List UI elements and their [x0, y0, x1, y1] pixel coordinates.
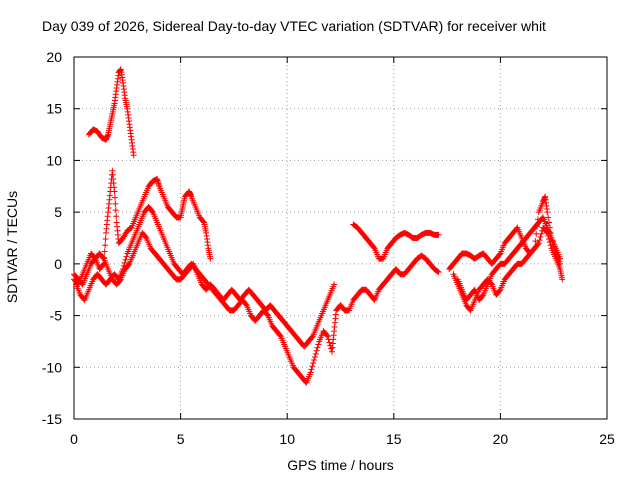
data-point [546, 219, 553, 226]
data-point [102, 236, 109, 243]
data-point [242, 301, 249, 308]
data-point [331, 281, 338, 288]
x-tick-label: 5 [177, 431, 185, 447]
data-point [149, 208, 156, 215]
data-point [323, 332, 330, 339]
data-point [123, 253, 130, 260]
y-tick-label: 5 [54, 204, 62, 220]
data-point [312, 350, 319, 357]
data-point [557, 260, 564, 267]
data-point [276, 332, 283, 339]
data-point [113, 213, 120, 220]
data-point [112, 200, 119, 207]
data-point [533, 230, 540, 237]
data-point [310, 360, 317, 367]
data-point [557, 255, 564, 262]
data-point [130, 152, 137, 159]
y-axis-label-box: SDTVAR / TECUs [2, 191, 22, 303]
data-point [111, 194, 118, 201]
y-axis-label: SDTVAR / TECUs [4, 190, 20, 304]
data-point [559, 276, 566, 283]
data-point [531, 245, 538, 252]
data-point [117, 277, 124, 284]
data-point [544, 209, 551, 216]
axis-ticks [73, 56, 608, 420]
data-point [307, 369, 314, 376]
x-tick-label: 15 [386, 431, 402, 447]
data-point [535, 240, 542, 247]
series-s1 [85, 66, 137, 159]
y-tick-labels: -15 -10 -5 0 5 10 15 20 [42, 49, 62, 427]
series-s2 [71, 167, 214, 288]
y-tick-label: 20 [46, 49, 62, 65]
data-point [200, 218, 207, 225]
data-point [112, 207, 119, 214]
data-point [264, 311, 271, 318]
x-tick-label: 20 [493, 431, 509, 447]
y-tick-label: 15 [46, 101, 62, 117]
data-point [125, 261, 132, 268]
plot-frame [73, 56, 608, 420]
x-tick-label: 0 [70, 431, 78, 447]
data-point [122, 256, 129, 263]
data-point [479, 292, 486, 299]
data-point [121, 259, 128, 266]
x-tick-labels: 0 5 10 15 20 25 [70, 431, 615, 447]
data-point [311, 353, 318, 360]
data-point [324, 333, 331, 340]
series-s5 [350, 221, 442, 262]
data-point [315, 341, 322, 348]
data-point [142, 233, 149, 240]
data-point [435, 231, 442, 238]
data-point [370, 244, 377, 251]
y-tick-label: 0 [54, 256, 62, 272]
data-point [496, 251, 503, 258]
series-s4 [71, 229, 338, 350]
y-tick-label: -5 [50, 308, 63, 324]
data-point [538, 230, 545, 237]
x-tick-label: 25 [599, 431, 615, 447]
data-point [101, 248, 108, 255]
data-points [71, 66, 566, 386]
data-point [111, 188, 118, 195]
data-point [207, 255, 214, 262]
data-point [532, 238, 539, 245]
data-point [537, 233, 544, 240]
data-point [546, 236, 553, 243]
data-point [435, 269, 442, 276]
data-point [530, 246, 537, 253]
x-axis-label: GPS time / hours [287, 457, 394, 473]
data-point [534, 241, 541, 248]
data-point [308, 334, 315, 341]
series-s3 [73, 203, 442, 386]
data-point [434, 268, 441, 275]
y-tick-label: 10 [46, 152, 62, 168]
data-point [496, 287, 503, 294]
data-point [309, 363, 316, 370]
data-point [99, 254, 106, 261]
data-point [308, 366, 315, 373]
data-point [545, 214, 552, 221]
data-point [314, 344, 321, 351]
data-point [328, 345, 335, 352]
series-s8 [454, 214, 564, 304]
y-tick-label: -10 [42, 359, 62, 375]
x-tick-label: 10 [279, 431, 295, 447]
y-tick-label: -15 [42, 411, 62, 427]
data-point [488, 280, 495, 287]
data-point [102, 242, 109, 249]
data-point [311, 357, 318, 364]
data-point [313, 347, 320, 354]
data-point [547, 242, 554, 249]
data-point [536, 237, 543, 244]
chart-title: Day 039 of 2026, Sidereal Day-to-day VTE… [42, 18, 546, 34]
series-s7 [446, 193, 564, 273]
data-point [326, 339, 333, 346]
